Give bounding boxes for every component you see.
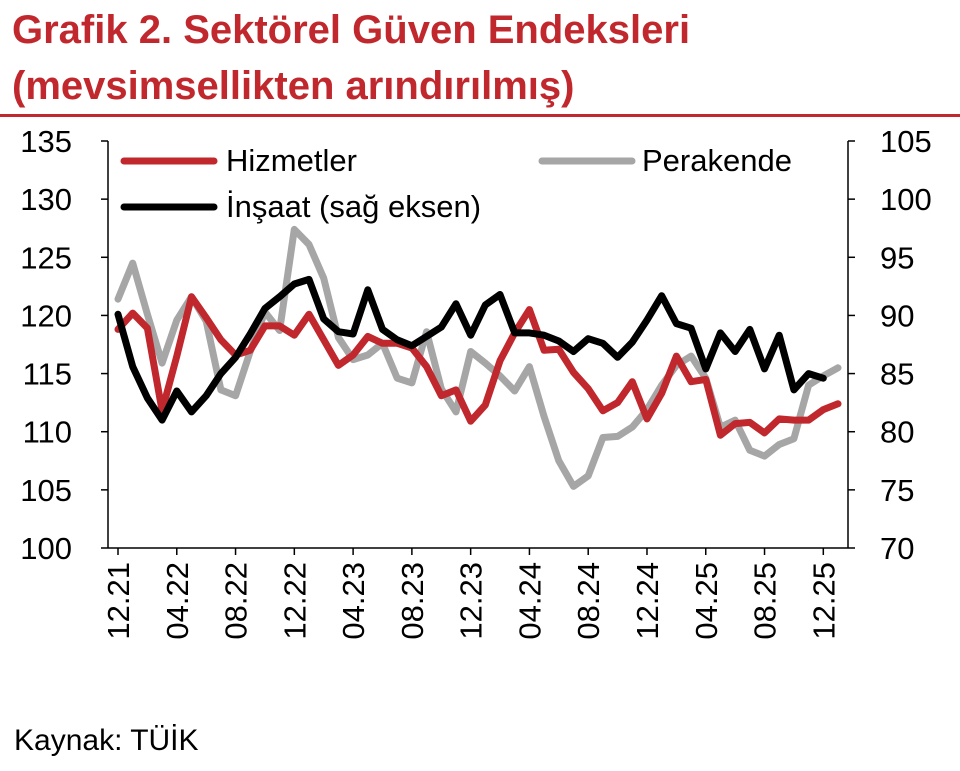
series-line-perakende <box>114 225 842 490</box>
left-axis-tick-label: 110 <box>23 415 72 450</box>
x-axis-tick-label: 12.21 <box>101 562 136 640</box>
left-axis-tick-label: 120 <box>20 298 72 333</box>
chart-axes: 100 105 110 115 120 125 130 135 70 75 80 85 90 95 100 1… <box>20 124 931 640</box>
x-axis-tick-label: 04.25 <box>689 562 724 640</box>
right-axis-tick-label: 90 <box>880 298 914 333</box>
x-axis-tick-label: 04.23 <box>336 562 371 640</box>
legend-label-hizmetler: Hizmetler <box>226 143 357 178</box>
chart-series <box>114 225 842 490</box>
x-axis-tick-label: 08.25 <box>748 562 783 640</box>
right-axis-tick-label: 85 <box>880 357 914 392</box>
series-line-insaat <box>114 275 827 424</box>
x-axis-tick-label: 08.23 <box>395 562 430 640</box>
left-axis-tick-label: 130 <box>20 182 72 217</box>
right-axis-tick-label: 75 <box>880 473 914 508</box>
right-axis-tick-label: 105 <box>880 124 932 159</box>
x-axis-tick-label: 08.22 <box>219 562 254 640</box>
legend-label-perakende: Perakende <box>642 143 792 178</box>
chart-title-line-2: (mevsimsellikten arındırılmış) <box>12 64 575 108</box>
right-axis-tick-label: 100 <box>880 182 932 217</box>
x-axis-tick-label: 08.24 <box>571 562 606 640</box>
x-axis-tick-label: 12.25 <box>806 562 841 640</box>
left-axis-tick-label: 125 <box>20 240 72 275</box>
left-axis-tick-label: 105 <box>20 473 72 508</box>
right-axis-tick-label: 95 <box>880 240 914 275</box>
chart-legend: Hizmetler Perakende İnşaat (sağ eksen) <box>120 143 792 224</box>
right-axis-tick-label: 70 <box>880 531 914 566</box>
x-axis-tick-label: 04.24 <box>512 562 547 640</box>
x-axis-tick-label: 04.22 <box>160 562 195 640</box>
x-axis-tick-label: 12.23 <box>454 562 489 640</box>
left-axis-tick-label: 100 <box>20 531 72 566</box>
x-axis-tick-label: 12.22 <box>277 562 312 640</box>
left-axis-tick-label: 115 <box>23 357 72 392</box>
legend-label-insaat: İnşaat (sağ eksen) <box>226 189 481 224</box>
right-axis-tick-label: 80 <box>880 415 914 450</box>
chart-title: Grafik 2. Sektörel Güven Endeksleri (mev… <box>12 2 690 114</box>
chart-title-line-1: Grafik 2. Sektörel Güven Endeksleri <box>12 8 691 52</box>
source-note: Kaynak: TÜİK <box>14 724 199 757</box>
x-axis-tick-label: 12.24 <box>630 562 665 640</box>
title-divider <box>0 114 960 117</box>
left-axis-tick-label: 135 <box>20 124 72 159</box>
